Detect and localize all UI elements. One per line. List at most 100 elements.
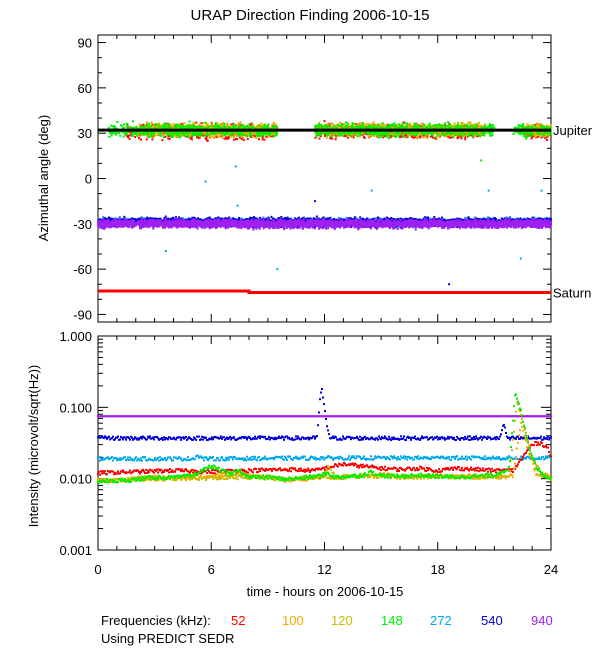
azimuth-point-52 <box>151 123 154 126</box>
azimuth-point-148 <box>213 125 216 128</box>
azimuth-point-52 <box>441 131 444 134</box>
azimuth-point-148 <box>423 123 426 126</box>
azimuth-point-120 <box>383 123 386 126</box>
azimuth-point-120 <box>379 123 382 126</box>
azimuth-point-148 <box>177 125 180 128</box>
azimuth-point-52 <box>334 134 337 137</box>
azimuth-point-148 <box>157 124 160 127</box>
azimuth-point-148 <box>431 133 434 136</box>
azimuth-point-148 <box>330 135 333 138</box>
azimuth-point-148 <box>443 124 446 127</box>
azimuth-point-120 <box>549 124 552 127</box>
azimuth-point-52 <box>254 135 257 138</box>
azimuth-point-100 <box>176 135 179 138</box>
azimuth-point-52 <box>355 123 358 126</box>
azimuth-point-52 <box>525 133 528 136</box>
azimuth-point-52 <box>165 122 168 125</box>
azimuth-point-120 <box>198 124 201 127</box>
azimuth-point-52 <box>233 133 236 136</box>
azimuth-point-100 <box>150 126 153 129</box>
azimuth-point-148 <box>325 131 328 134</box>
azimuth-point-148 <box>126 123 129 126</box>
azimuth-point-148 <box>166 134 169 137</box>
chart-title: URAP Direction Finding 2006-10-15 <box>190 7 429 24</box>
azimuth-point-148 <box>393 135 396 138</box>
azimuth-point-148 <box>242 133 245 136</box>
azimuth-point-100 <box>467 121 470 124</box>
azimuth-point-120 <box>252 132 255 135</box>
azimuth-point-52 <box>389 136 392 139</box>
azimuth-point-100 <box>138 123 141 126</box>
azimuth-point-52 <box>464 136 467 139</box>
azimuth-point-148 <box>408 132 411 135</box>
azimuth-point-120 <box>473 124 476 127</box>
azimuth-point-52 <box>261 138 264 141</box>
azimuth-point-100 <box>182 122 185 125</box>
azimuth-point-100 <box>260 122 263 125</box>
azimuth-point-52 <box>466 135 469 138</box>
azimuth-y-tick-label: -60 <box>73 262 92 277</box>
azimuth-point-52 <box>164 135 167 138</box>
azimuth-point-148 <box>333 125 336 128</box>
azimuth-point-148 <box>376 123 379 126</box>
azimuth-point-52 <box>406 135 409 138</box>
azimuth-point-148 <box>265 132 268 135</box>
azimuth-point-148 <box>110 124 113 127</box>
azimuth-point-148 <box>121 125 124 128</box>
azimuth-point-52 <box>206 139 209 142</box>
azimuth-point-52 <box>161 139 164 142</box>
azimuth-point-148 <box>183 134 186 137</box>
azimuth-point-148 <box>149 125 152 128</box>
azimuth-point-148 <box>194 133 197 136</box>
azimuth-point-148 <box>136 134 139 137</box>
azimuth-point-52 <box>168 137 171 140</box>
azimuth-point-52 <box>174 124 177 127</box>
azimuth-point-148 <box>449 132 452 135</box>
azimuth-point-52 <box>127 136 130 139</box>
azimuth-point-52 <box>450 136 453 139</box>
azimuth-y-tick-label: 60 <box>78 81 92 96</box>
azimuth-point-120 <box>368 135 371 138</box>
azimuth-point-52 <box>128 137 131 140</box>
azimuth-point-148 <box>248 123 251 126</box>
azimuth-point-120 <box>210 121 213 124</box>
azimuth-point-120 <box>461 121 464 124</box>
azimuth-point-52 <box>142 123 145 126</box>
azimuth-point-120 <box>546 133 549 136</box>
azimuth-point-100 <box>140 133 143 136</box>
azimuth-point-148 <box>263 123 266 126</box>
azimuth-point-148 <box>258 133 261 136</box>
azimuth-point-100 <box>201 124 204 127</box>
azimuth-point-120 <box>239 121 242 124</box>
azimuth-point-100 <box>209 133 212 136</box>
azimuth-point-120 <box>408 122 411 125</box>
azimuth-point-52 <box>329 136 332 139</box>
azimuth-point-120 <box>216 134 219 137</box>
azimuth-point-148 <box>386 126 389 129</box>
azimuth-point-148 <box>406 122 409 125</box>
azimuth-point-148 <box>485 131 488 134</box>
azimuth-point-148 <box>262 134 265 137</box>
azimuth-point-52 <box>448 136 451 139</box>
azimuth-point-52 <box>391 125 394 128</box>
azimuth-point-52 <box>456 137 459 140</box>
azimuth-point-148 <box>192 126 195 129</box>
azimuth-point-100 <box>172 123 175 126</box>
azimuth-point-100 <box>272 121 275 124</box>
azimuth-point-52 <box>546 135 549 138</box>
azimuth-point-52 <box>537 135 540 138</box>
azimuth-point-148 <box>340 132 343 135</box>
azimuth-point-100 <box>382 123 385 126</box>
azimuth-point-52 <box>352 136 355 139</box>
azimuth-point-52 <box>331 134 334 137</box>
azimuth-point-148 <box>112 132 115 135</box>
azimuth-point-52 <box>239 136 242 139</box>
azimuth-point-148 <box>158 126 161 129</box>
azimuth-point-100 <box>318 121 321 124</box>
azimuth-point-52 <box>369 135 372 138</box>
azimuth-point-52 <box>398 136 401 139</box>
azimuth-point-52 <box>190 136 193 139</box>
azimuth-point-148 <box>338 125 341 128</box>
azimuth-point-100 <box>221 134 224 137</box>
azimuth-point-52 <box>195 121 198 124</box>
